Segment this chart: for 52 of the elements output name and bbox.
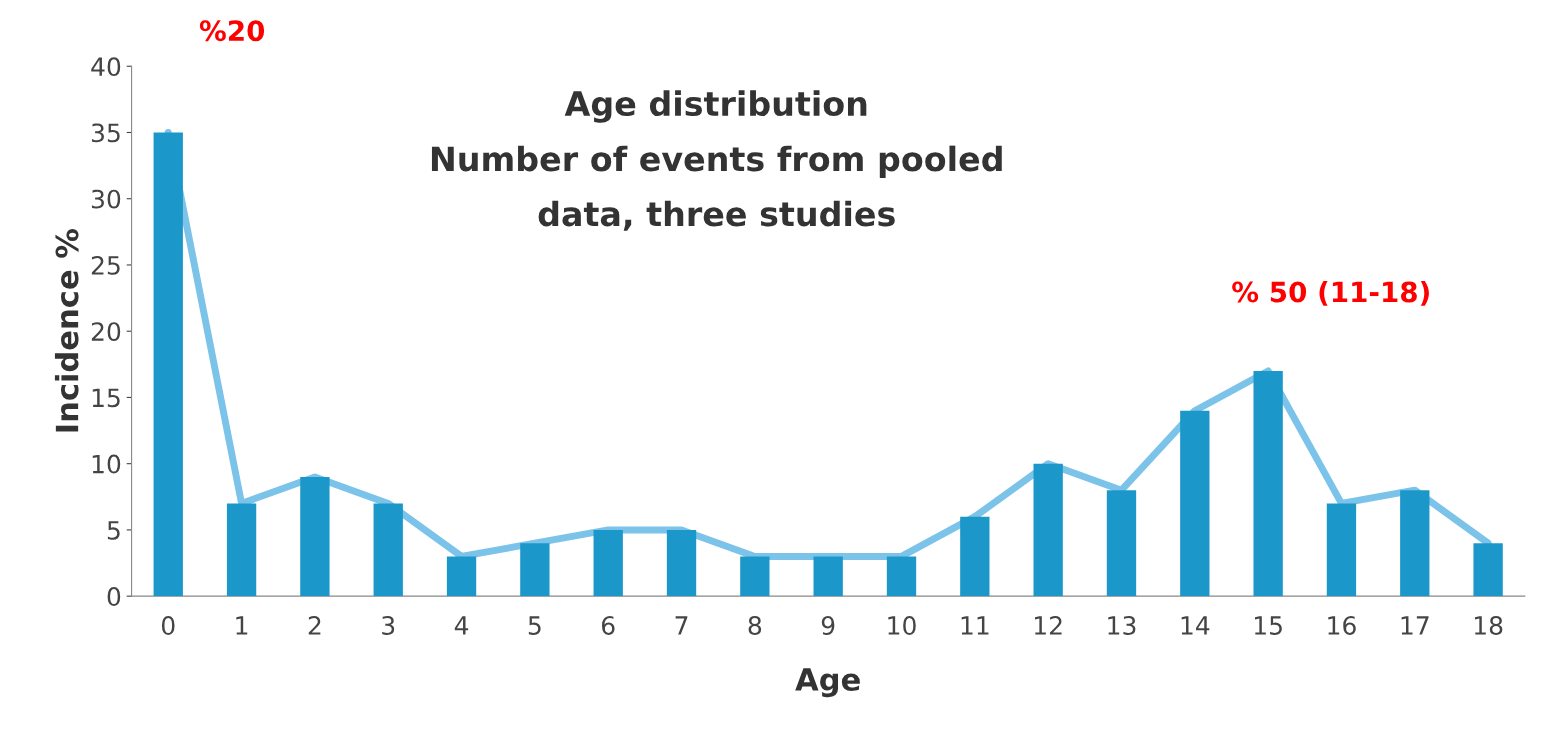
x-tick-label: 9 bbox=[821, 616, 835, 635]
bar bbox=[666, 529, 697, 597]
x-tick-label: 3 bbox=[382, 616, 395, 635]
y-tick-label: 40 bbox=[91, 57, 121, 77]
x-tick-label: 8 bbox=[748, 616, 762, 635]
bar bbox=[153, 132, 183, 597]
bar bbox=[1400, 490, 1430, 597]
y-tick-label: 15 bbox=[92, 388, 120, 408]
x-tick-label: 2 bbox=[308, 616, 321, 635]
bar bbox=[593, 529, 623, 597]
x-tick-label: 12 bbox=[1035, 616, 1062, 635]
bar bbox=[520, 543, 550, 597]
bar bbox=[960, 516, 990, 597]
x-tick-label: 4 bbox=[454, 616, 469, 635]
y-tick-label: 5 bbox=[107, 521, 120, 540]
y-tick-label: 20 bbox=[91, 322, 121, 342]
bar bbox=[1033, 463, 1063, 597]
y-tick-label: 30 bbox=[91, 189, 121, 209]
x-tick-label: 17 bbox=[1401, 616, 1429, 635]
bar bbox=[1473, 543, 1503, 597]
y-tick-label: 10 bbox=[92, 454, 121, 474]
bar bbox=[446, 556, 477, 597]
x-tick-label: 6 bbox=[601, 616, 615, 635]
text: Age distribution Number of events from pooled data, three studies bbox=[431, 90, 1002, 231]
bar bbox=[813, 556, 843, 597]
x-axis-title: Age bbox=[795, 668, 860, 698]
bar bbox=[1180, 410, 1210, 597]
y-tick-label: 25 bbox=[91, 255, 120, 275]
y-tick-label: 0 bbox=[107, 587, 121, 607]
x-tick-label: 13 bbox=[1108, 616, 1136, 635]
annotation: % 50 (11-18) bbox=[1232, 280, 1429, 306]
x-tick-label: 15 bbox=[1254, 616, 1282, 635]
x-tick-label: 10 bbox=[888, 616, 916, 635]
x-tick-label: 16 bbox=[1328, 616, 1356, 635]
x-tick-label: 1 bbox=[236, 616, 248, 635]
x-tick-label: 7 bbox=[675, 616, 688, 635]
x-tick-label: 14 bbox=[1181, 616, 1210, 635]
y-tick-label: 35 bbox=[91, 123, 120, 143]
bar bbox=[740, 556, 770, 597]
bar bbox=[886, 556, 917, 597]
x-tick-label: 0 bbox=[161, 616, 175, 635]
bar bbox=[1253, 370, 1283, 597]
bar bbox=[300, 476, 330, 597]
x-tick-label: 5 bbox=[528, 616, 541, 635]
x-tick-label: 11 bbox=[961, 616, 989, 635]
bar bbox=[373, 503, 403, 597]
bar bbox=[226, 503, 257, 597]
y-axis-title: Incidence % bbox=[54, 229, 79, 432]
x-tick-label: 18 bbox=[1474, 616, 1503, 635]
text: %20 bbox=[199, 20, 265, 42]
bar bbox=[1106, 490, 1137, 597]
bar bbox=[1326, 503, 1357, 597]
